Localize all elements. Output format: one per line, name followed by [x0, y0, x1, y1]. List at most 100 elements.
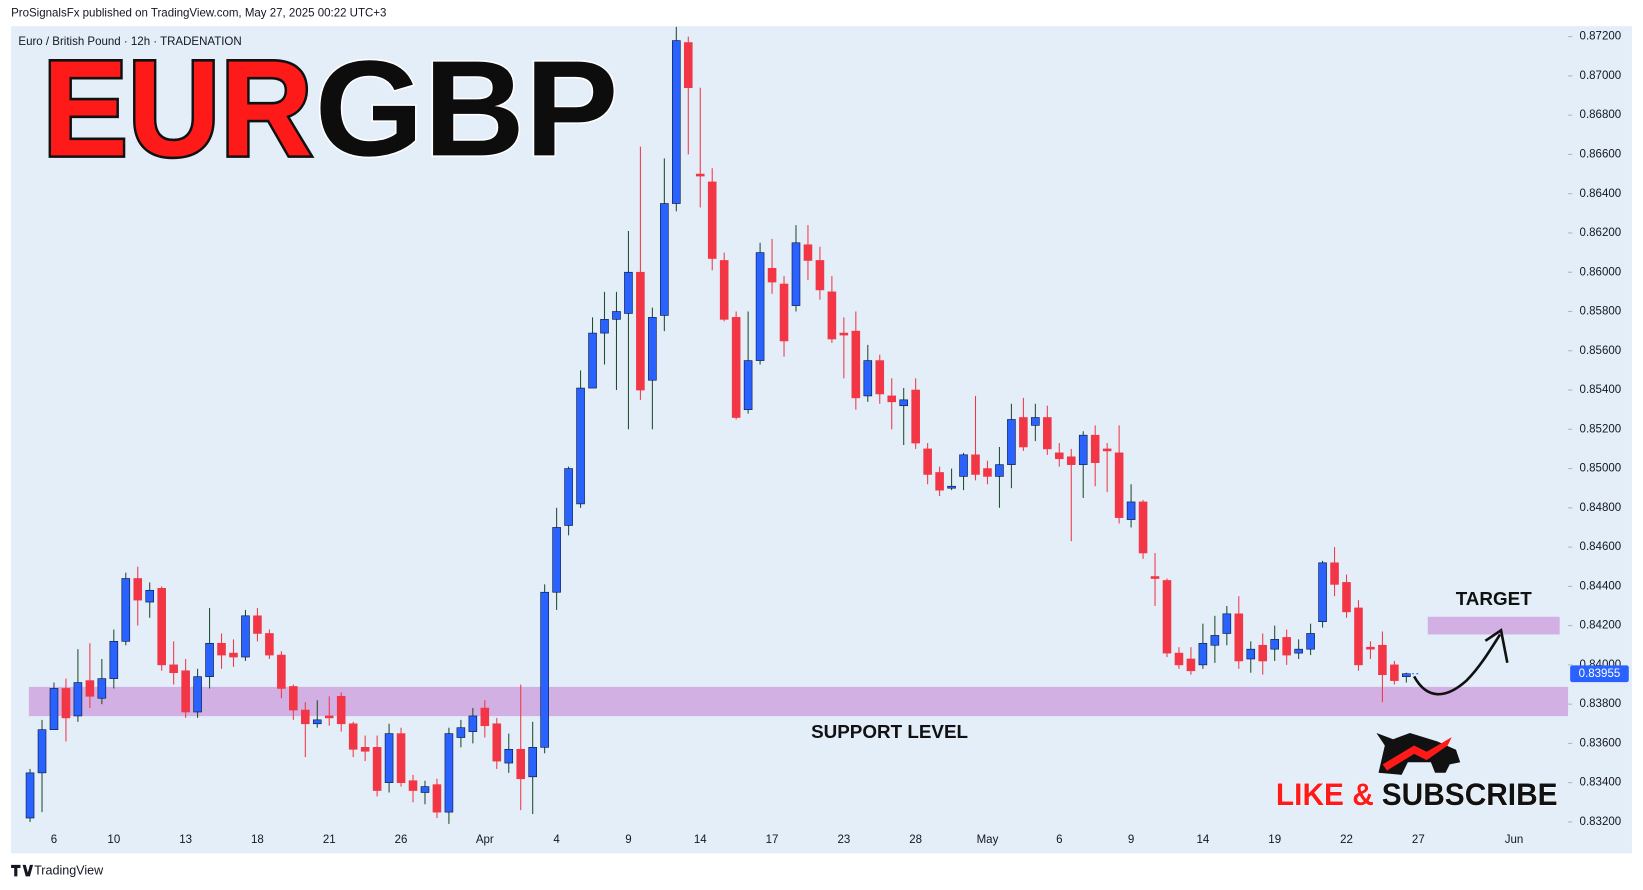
candle-body [1258, 644, 1268, 662]
candle-body [73, 682, 83, 717]
y-tick-label: 0.85000 [1580, 463, 1622, 475]
candle-body [707, 181, 717, 259]
bull-logo [1376, 732, 1461, 775]
candle-body [1019, 417, 1028, 448]
x-tick-label: 14 [694, 834, 707, 846]
candle-body [1078, 434, 1088, 465]
candle-body [935, 472, 944, 491]
candle-body [1306, 633, 1315, 650]
candle-body [1174, 652, 1184, 666]
candle-body [995, 464, 1004, 477]
x-tick-label: 6 [51, 834, 57, 846]
candle-body [85, 680, 95, 697]
candle-body [348, 723, 358, 750]
candle-body [145, 589, 155, 603]
y-tick-label: 0.83600 [1580, 737, 1622, 749]
candle-body [1318, 562, 1327, 623]
y-tick-label: 0.87200 [1580, 31, 1622, 43]
candle-body [97, 678, 107, 699]
candle-body [25, 772, 35, 819]
candle-body [1043, 417, 1052, 450]
x-tick-label: 21 [323, 834, 336, 846]
candle-body [37, 729, 47, 774]
x-tick-label: 4 [553, 834, 560, 846]
target-arrow-head [1484, 628, 1509, 664]
x-tick-label: 13 [179, 834, 192, 846]
y-tick-label: 0.83400 [1580, 777, 1622, 789]
candle-body [396, 733, 406, 783]
y-tick-label: 0.84800 [1580, 502, 1622, 514]
candle-body [1054, 452, 1064, 460]
candle-body [683, 42, 693, 89]
footer-brand: TradingView [34, 863, 104, 877]
candle-body [660, 203, 669, 316]
candle-body [1162, 580, 1172, 654]
candle-body [1090, 434, 1100, 463]
x-tick-label: 22 [1340, 834, 1353, 846]
y-tick-label: 0.86200 [1580, 227, 1622, 239]
y-tick-label: 0.84200 [1580, 620, 1622, 632]
candle-body [492, 723, 502, 762]
candle-body [157, 588, 166, 666]
candle-body [1210, 635, 1220, 646]
candle-body [911, 389, 920, 444]
x-tick-label: 28 [909, 834, 922, 846]
y-tick-label: 0.86600 [1580, 148, 1622, 160]
candle-body [839, 332, 849, 336]
candle-body [827, 291, 837, 340]
x-tick-label: Apr [476, 834, 494, 846]
candle-body [1378, 644, 1387, 676]
candle-body [1102, 448, 1112, 452]
candle-body [875, 360, 885, 395]
candle-body [468, 715, 478, 732]
x-tick-label: 9 [625, 834, 631, 846]
candle-body [851, 330, 861, 399]
publisher-header: ProSignalsFx published on TradingView.co… [11, 8, 386, 20]
candle-body [205, 642, 214, 677]
candle-body [983, 468, 992, 477]
candle-body [887, 395, 897, 403]
candle-body [779, 283, 789, 342]
x-tick-label: May [977, 834, 999, 846]
candle-body [1198, 642, 1208, 666]
x-tick-label: 19 [1268, 834, 1281, 846]
candle-body [552, 527, 561, 593]
candle-body [360, 747, 370, 752]
candle-body [181, 670, 190, 713]
candle-body [1114, 452, 1124, 518]
candle-body [444, 733, 454, 813]
candle-body [1066, 456, 1076, 465]
candle-body [372, 747, 382, 791]
price-zone [28, 686, 1569, 717]
plot-area: SUPPORT LEVEL TARGET 0.83200 0.83400 0.83600… [25, 26, 1629, 846]
candle-body [133, 578, 143, 601]
y-tick-label: 0.85800 [1580, 306, 1622, 318]
candle-body [241, 615, 250, 658]
candle-body [971, 454, 980, 475]
candle-body [61, 688, 71, 719]
y-tick-label: 0.86000 [1580, 266, 1622, 278]
y-tick-label: 0.86400 [1580, 188, 1622, 200]
candle-body [1150, 576, 1160, 579]
candle-body [1270, 639, 1279, 650]
candle-body [1246, 648, 1256, 660]
candle-body [612, 311, 621, 320]
candle-body [169, 664, 178, 674]
candle-body [731, 317, 741, 418]
promo-subscribe: SUBSCRIBE [1382, 777, 1558, 812]
x-tick-label: 17 [766, 834, 779, 846]
candle-body [408, 780, 418, 791]
candle-body [1138, 501, 1148, 554]
candle-body [899, 399, 908, 407]
promo-like: LIKE & [1276, 777, 1374, 812]
price-zone [1427, 616, 1560, 635]
candle-body [755, 252, 765, 361]
y-tick-label: 0.85200 [1580, 423, 1622, 435]
candle-body [1186, 658, 1196, 672]
x-tick-label: 18 [251, 834, 264, 846]
candle-body [540, 591, 549, 748]
y-tick-label: 0.83800 [1580, 698, 1622, 710]
candle-body [1294, 648, 1303, 654]
